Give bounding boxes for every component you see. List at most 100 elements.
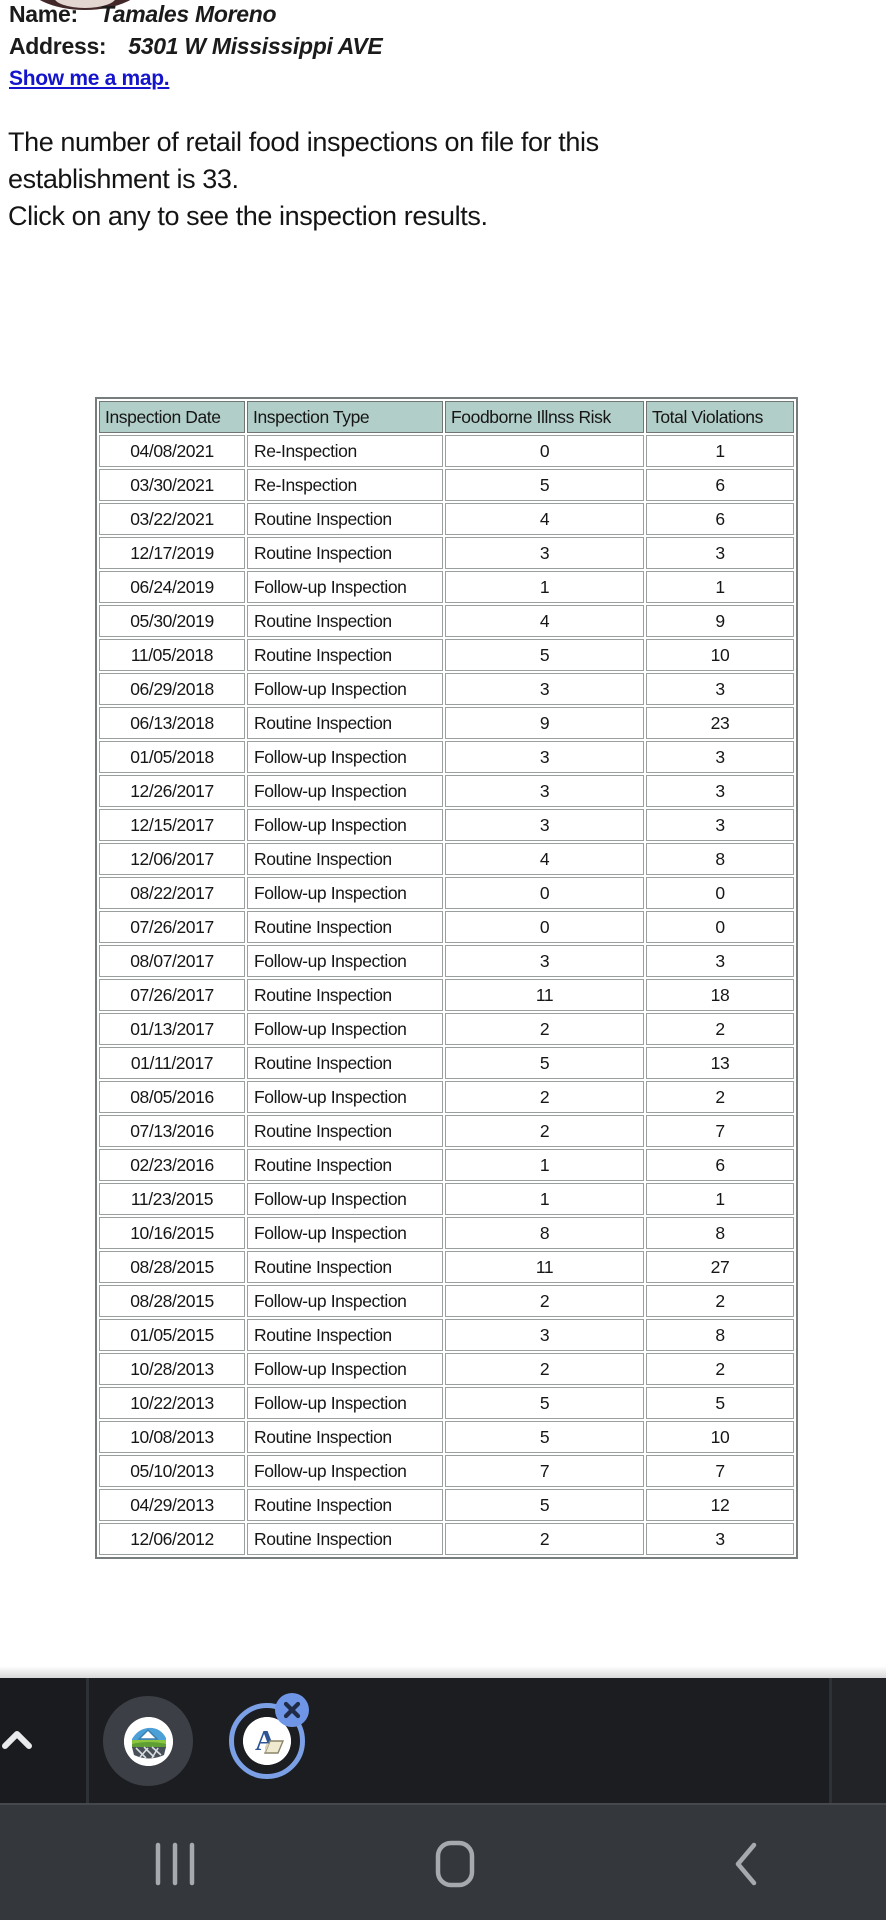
inspection-type-cell[interactable]: Follow-up Inspection <box>247 571 443 603</box>
inspection-date-cell[interactable]: 01/13/2017 <box>99 1013 245 1045</box>
inspection-type-cell[interactable]: Follow-up Inspection <box>247 1183 443 1215</box>
inspection-type-cell[interactable]: Routine Inspection <box>247 639 443 671</box>
table-row[interactable]: 12/06/2012 Routine Inspection 2 3 <box>99 1523 794 1555</box>
inspection-date-cell[interactable]: 03/30/2021 <box>99 469 245 501</box>
table-row[interactable]: 04/29/2013 Routine Inspection 5 12 <box>99 1489 794 1521</box>
map-landscape-app-icon[interactable] <box>103 1696 193 1786</box>
inspection-type-cell[interactable]: Follow-up Inspection <box>247 945 443 977</box>
inspection-type-cell[interactable]: Follow-up Inspection <box>247 1387 443 1419</box>
table-row[interactable]: 01/13/2017 Follow-up Inspection 2 2 <box>99 1013 794 1045</box>
inspection-type-cell[interactable]: Routine Inspection <box>247 843 443 875</box>
table-row[interactable]: 11/23/2015 Follow-up Inspection 1 1 <box>99 1183 794 1215</box>
inspection-date-cell[interactable]: 05/10/2013 <box>99 1455 245 1487</box>
inspection-date-cell[interactable]: 08/28/2015 <box>99 1251 245 1283</box>
table-row[interactable]: 12/06/2017 Routine Inspection 4 8 <box>99 843 794 875</box>
table-row[interactable]: 08/07/2017 Follow-up Inspection 3 3 <box>99 945 794 977</box>
inspection-type-cell[interactable]: Follow-up Inspection <box>247 877 443 909</box>
inspection-type-cell[interactable]: Follow-up Inspection <box>247 1013 443 1045</box>
inspection-date-cell[interactable]: 07/26/2017 <box>99 911 245 943</box>
table-row[interactable]: 10/16/2015 Follow-up Inspection 8 8 <box>99 1217 794 1249</box>
inspection-date-cell[interactable]: 12/26/2017 <box>99 775 245 807</box>
table-row[interactable]: 08/05/2016 Follow-up Inspection 2 2 <box>99 1081 794 1113</box>
inspection-type-cell[interactable]: Follow-up Inspection <box>247 809 443 841</box>
inspection-date-cell[interactable]: 08/05/2016 <box>99 1081 245 1113</box>
inspection-type-cell[interactable]: Routine Inspection <box>247 1251 443 1283</box>
close-badge[interactable] <box>275 1693 309 1727</box>
inspection-type-cell[interactable]: Follow-up Inspection <box>247 673 443 705</box>
inspection-type-cell[interactable]: Routine Inspection <box>247 1319 443 1351</box>
inspection-type-cell[interactable]: Routine Inspection <box>247 605 443 637</box>
table-row[interactable]: 05/10/2013 Follow-up Inspection 7 7 <box>99 1455 794 1487</box>
table-row[interactable]: 08/22/2017 Follow-up Inspection 0 0 <box>99 877 794 909</box>
table-row[interactable]: 12/17/2019 Routine Inspection 3 3 <box>99 537 794 569</box>
inspection-date-cell[interactable]: 10/16/2015 <box>99 1217 245 1249</box>
inspection-date-cell[interactable]: 03/22/2021 <box>99 503 245 535</box>
inspection-type-cell[interactable]: Re-Inspection <box>247 435 443 467</box>
table-row[interactable]: 07/26/2017 Routine Inspection 0 0 <box>99 911 794 943</box>
show-map-link[interactable]: Show me a map. <box>9 67 170 90</box>
table-row[interactable]: 11/05/2018 Routine Inspection 5 10 <box>99 639 794 671</box>
home-button[interactable] <box>410 1805 500 1920</box>
inspection-type-cell[interactable]: Follow-up Inspection <box>247 775 443 807</box>
inspection-date-cell[interactable]: 10/28/2013 <box>99 1353 245 1385</box>
inspection-date-cell[interactable]: 12/15/2017 <box>99 809 245 841</box>
inspection-type-cell[interactable]: Routine Inspection <box>247 1047 443 1079</box>
inspection-date-cell[interactable]: 06/13/2018 <box>99 707 245 739</box>
inspection-type-cell[interactable]: Routine Inspection <box>247 503 443 535</box>
inspection-date-cell[interactable]: 08/22/2017 <box>99 877 245 909</box>
table-row[interactable]: 06/24/2019 Follow-up Inspection 1 1 <box>99 571 794 603</box>
inspection-type-cell[interactable]: Routine Inspection <box>247 1149 443 1181</box>
inspection-date-cell[interactable]: 12/17/2019 <box>99 537 245 569</box>
table-row[interactable]: 12/15/2017 Follow-up Inspection 3 3 <box>99 809 794 841</box>
inspection-type-cell[interactable]: Follow-up Inspection <box>247 741 443 773</box>
inspection-date-cell[interactable]: 12/06/2017 <box>99 843 245 875</box>
table-row[interactable]: 10/22/2013 Follow-up Inspection 5 5 <box>99 1387 794 1419</box>
table-row[interactable]: 03/30/2021 Re-Inspection 5 6 <box>99 469 794 501</box>
table-row[interactable]: 03/22/2021 Routine Inspection 4 6 <box>99 503 794 535</box>
table-row[interactable]: 10/08/2013 Routine Inspection 5 10 <box>99 1421 794 1453</box>
inspection-type-cell[interactable]: Routine Inspection <box>247 537 443 569</box>
table-row[interactable]: 07/26/2017 Routine Inspection 11 18 <box>99 979 794 1011</box>
taskbar-expand-button[interactable] <box>0 1678 89 1803</box>
inspection-date-cell[interactable]: 06/29/2018 <box>99 673 245 705</box>
table-row[interactable]: 07/13/2016 Routine Inspection 2 7 <box>99 1115 794 1147</box>
inspection-date-cell[interactable]: 07/13/2016 <box>99 1115 245 1147</box>
back-button[interactable] <box>700 1805 790 1920</box>
inspection-type-cell[interactable]: Routine Inspection <box>247 1115 443 1147</box>
inspection-date-cell[interactable]: 05/30/2019 <box>99 605 245 637</box>
inspection-date-cell[interactable]: 01/05/2018 <box>99 741 245 773</box>
inspection-date-cell[interactable]: 08/28/2015 <box>99 1285 245 1317</box>
table-row[interactable]: 06/13/2018 Routine Inspection 9 23 <box>99 707 794 739</box>
inspection-date-cell[interactable]: 11/23/2015 <box>99 1183 245 1215</box>
inspection-type-cell[interactable]: Routine Inspection <box>247 1421 443 1453</box>
inspection-type-cell[interactable]: Follow-up Inspection <box>247 1455 443 1487</box>
inspection-date-cell[interactable]: 04/29/2013 <box>99 1489 245 1521</box>
table-row[interactable]: 12/26/2017 Follow-up Inspection 3 3 <box>99 775 794 807</box>
inspection-type-cell[interactable]: Routine Inspection <box>247 1489 443 1521</box>
recents-button[interactable] <box>130 1805 220 1920</box>
inspection-date-cell[interactable]: 08/07/2017 <box>99 945 245 977</box>
table-row[interactable]: 01/05/2015 Routine Inspection 3 8 <box>99 1319 794 1351</box>
inspection-date-cell[interactable]: 04/08/2021 <box>99 435 245 467</box>
inspection-date-cell[interactable]: 02/23/2016 <box>99 1149 245 1181</box>
table-row[interactable]: 08/28/2015 Routine Inspection 11 27 <box>99 1251 794 1283</box>
table-row[interactable]: 05/30/2019 Routine Inspection 4 9 <box>99 605 794 637</box>
inspection-date-cell[interactable]: 01/05/2015 <box>99 1319 245 1351</box>
document-folder-app-icon[interactable]: A <box>229 1693 309 1779</box>
inspection-type-cell[interactable]: Follow-up Inspection <box>247 1285 443 1317</box>
table-row[interactable]: 04/08/2021 Re-Inspection 0 1 <box>99 435 794 467</box>
inspection-type-cell[interactable]: Routine Inspection <box>247 911 443 943</box>
inspection-type-cell[interactable]: Routine Inspection <box>247 1523 443 1555</box>
inspection-type-cell[interactable]: Follow-up Inspection <box>247 1353 443 1385</box>
inspection-date-cell[interactable]: 06/24/2019 <box>99 571 245 603</box>
table-row[interactable]: 02/23/2016 Routine Inspection 1 6 <box>99 1149 794 1181</box>
inspection-type-cell[interactable]: Routine Inspection <box>247 707 443 739</box>
inspection-date-cell[interactable]: 01/11/2017 <box>99 1047 245 1079</box>
inspection-date-cell[interactable]: 11/05/2018 <box>99 639 245 671</box>
inspection-date-cell[interactable]: 10/08/2013 <box>99 1421 245 1453</box>
inspection-date-cell[interactable]: 12/06/2012 <box>99 1523 245 1555</box>
inspection-date-cell[interactable]: 10/22/2013 <box>99 1387 245 1419</box>
inspection-type-cell[interactable]: Follow-up Inspection <box>247 1217 443 1249</box>
inspection-type-cell[interactable]: Routine Inspection <box>247 979 443 1011</box>
table-row[interactable]: 06/29/2018 Follow-up Inspection 3 3 <box>99 673 794 705</box>
